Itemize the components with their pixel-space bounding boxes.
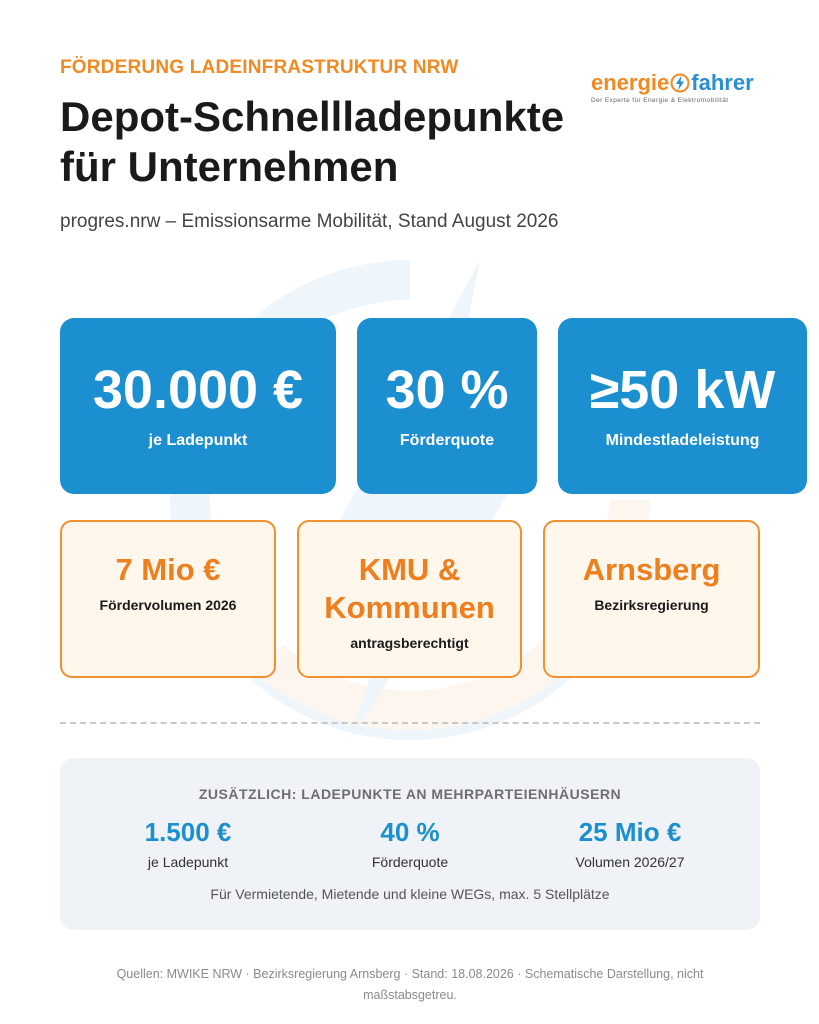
key-figure-label: je Ladepunkt — [148, 432, 248, 449]
detail-value: KMU & Kommunen — [324, 552, 495, 625]
key-figure-label: Mindestladeleistung — [605, 432, 760, 449]
key-figure-card-power: ≥50 kW Mindestladeleistung — [558, 318, 807, 494]
brand-logo[interactable]: energie fahrer Der Experte für Energie & … — [591, 70, 766, 104]
additional-heading: ZUSÄTZLICH: LADEPUNKTE AN MEHRPARTEIENHÄ… — [198, 786, 622, 802]
detail-label: antragsberechtigt — [350, 635, 469, 651]
key-figure-card-quota: 30 % Förderquote — [357, 318, 537, 494]
additional-funding-panel: ZUSÄTZLICH: LADEPUNKTE AN MEHRPARTEIENHÄ… — [60, 758, 760, 930]
detail-card-volume: 7 Mio € Fördervolumen 2026 — [60, 520, 276, 678]
kicker-label: FÖRDERUNG LADEINFRASTRUKTUR NRW — [60, 57, 459, 78]
additional-stat: 40 % Förderquote — [300, 816, 520, 870]
additional-stat-label: Volumen 2026/27 — [575, 854, 685, 870]
detail-card-authority: Arnsberg Bezirksregierung — [543, 520, 760, 678]
logo-word-energie: energie — [591, 70, 670, 95]
detail-label: Fördervolumen 2026 — [99, 597, 237, 613]
detail-card-eligible: KMU & Kommunen antragsberechtigt — [297, 520, 522, 678]
additional-stat-value: 25 Mio € — [578, 817, 682, 847]
logo-tagline: Der Experte für Energie & Elektromobilit… — [591, 97, 729, 104]
key-figure-value: 30 % — [385, 360, 509, 420]
additional-stat-label: je Ladepunkt — [147, 854, 229, 870]
additional-note: Für Vermietende, Mietende und kleine WEG… — [210, 886, 610, 902]
detail-value: 7 Mio € — [115, 552, 221, 587]
lightning-bolt-icon — [670, 73, 690, 93]
additional-stat-value: 1.500 € — [144, 817, 232, 847]
page-title: Depot-Schnellladepunkte für Unternehmen — [60, 93, 565, 190]
source-footer: Quellen: MWIKE NRW · Bezirksregierung Ar… — [116, 967, 704, 1002]
detail-label: Bezirksregierung — [594, 597, 709, 613]
logo-word-fahrer: fahrer — [691, 70, 754, 95]
additional-stat: 1.500 € je Ladepunkt — [78, 816, 298, 870]
key-figure-label: Förderquote — [399, 432, 495, 449]
key-figure-card-amount: 30.000 € je Ladepunkt — [60, 318, 336, 494]
page-subtitle: progres.nrw – Emissionsarme Mobilität, S… — [60, 211, 559, 232]
additional-stat-value: 40 % — [380, 817, 440, 847]
key-figure-value: 30.000 € — [92, 360, 304, 420]
detail-value: Arnsberg — [582, 552, 721, 587]
section-divider — [60, 722, 760, 724]
key-figure-value: ≥50 kW — [589, 360, 776, 420]
additional-stat: 25 Mio € Volumen 2026/27 — [520, 816, 740, 870]
additional-stat-label: Förderquote — [371, 854, 449, 870]
